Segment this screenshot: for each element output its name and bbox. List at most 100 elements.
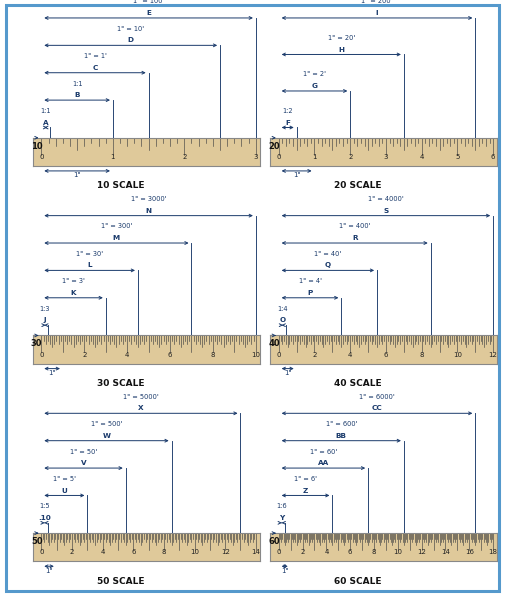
- Text: 8: 8: [420, 352, 424, 358]
- Text: .10: .10: [38, 515, 51, 521]
- Text: P: P: [308, 290, 313, 296]
- Text: 1" = 100': 1" = 100': [133, 0, 164, 4]
- Text: 18: 18: [489, 550, 497, 555]
- Text: 20 SCALE: 20 SCALE: [334, 181, 382, 190]
- Text: 6: 6: [168, 352, 172, 358]
- Text: 5: 5: [455, 154, 460, 160]
- Text: 1:1: 1:1: [40, 108, 51, 114]
- Text: 1" = 400': 1" = 400': [339, 224, 371, 229]
- Text: 12: 12: [489, 352, 497, 358]
- Text: 6: 6: [491, 154, 495, 160]
- Text: 10 SCALE: 10 SCALE: [97, 181, 144, 190]
- Text: C: C: [92, 65, 97, 71]
- Text: 4: 4: [420, 154, 424, 160]
- Text: 6: 6: [131, 550, 135, 555]
- Text: 60: 60: [268, 537, 280, 546]
- Text: 1" = 4': 1" = 4': [298, 278, 322, 284]
- Text: 60 SCALE: 60 SCALE: [334, 576, 382, 586]
- Text: V: V: [81, 460, 86, 466]
- Text: Q: Q: [325, 262, 331, 268]
- Text: 3: 3: [254, 154, 258, 160]
- Text: 1" = 6000': 1" = 6000': [359, 394, 395, 400]
- Text: 20: 20: [268, 142, 280, 151]
- Text: 2: 2: [82, 352, 86, 358]
- Text: 8: 8: [211, 352, 215, 358]
- Text: 8: 8: [372, 550, 376, 555]
- Text: 1" = 300': 1" = 300': [101, 224, 132, 229]
- Text: 1" = 60': 1" = 60': [310, 449, 337, 455]
- Text: 1:5: 1:5: [39, 503, 50, 510]
- Text: 1" = 20': 1" = 20': [328, 35, 355, 41]
- Text: D: D: [128, 38, 134, 44]
- Text: 1:6: 1:6: [276, 503, 287, 510]
- Text: 16: 16: [465, 550, 474, 555]
- Text: J: J: [43, 317, 46, 323]
- Text: 10: 10: [251, 352, 260, 358]
- Text: 12: 12: [417, 550, 426, 555]
- Text: 1" = 40': 1" = 40': [314, 251, 341, 257]
- Text: 6: 6: [348, 550, 352, 555]
- Text: H: H: [338, 46, 344, 52]
- Text: 1" = 5000': 1" = 5000': [123, 394, 159, 400]
- Text: 10: 10: [190, 550, 199, 555]
- Text: M: M: [113, 235, 120, 241]
- Text: 1" = 500': 1" = 500': [91, 421, 122, 427]
- Text: 6: 6: [384, 352, 388, 358]
- Text: AA: AA: [318, 460, 329, 466]
- Text: 1" = 600': 1" = 600': [326, 421, 357, 427]
- Text: 1: 1: [111, 154, 115, 160]
- Text: L: L: [87, 262, 92, 268]
- Text: 14: 14: [251, 550, 260, 555]
- Text: 10: 10: [31, 142, 42, 151]
- Text: 1" = 6': 1" = 6': [294, 476, 317, 482]
- Text: 1": 1": [45, 567, 53, 573]
- Text: 0: 0: [277, 550, 281, 555]
- Text: 1" = 30': 1" = 30': [76, 251, 103, 257]
- Text: K: K: [71, 290, 76, 296]
- Text: 1" = 3': 1" = 3': [62, 278, 85, 284]
- Text: 0: 0: [277, 154, 281, 160]
- Text: 2: 2: [300, 550, 305, 555]
- Text: 8: 8: [162, 550, 166, 555]
- Text: F: F: [285, 120, 290, 126]
- Text: 10: 10: [393, 550, 402, 555]
- Text: 10: 10: [453, 352, 462, 358]
- Text: G: G: [312, 83, 318, 89]
- Text: A: A: [43, 120, 48, 126]
- Text: 2: 2: [348, 154, 352, 160]
- Text: 2: 2: [70, 550, 74, 555]
- Text: 1" = 1': 1" = 1': [83, 53, 107, 59]
- Text: S: S: [383, 207, 388, 214]
- Text: 40 SCALE: 40 SCALE: [334, 379, 382, 388]
- Text: 12: 12: [221, 550, 230, 555]
- Text: 1" = 3000': 1" = 3000': [131, 196, 167, 202]
- Text: 3: 3: [384, 154, 388, 160]
- Text: 14: 14: [441, 550, 450, 555]
- Text: 1" = 10': 1" = 10': [117, 26, 144, 32]
- Text: 0: 0: [39, 352, 43, 358]
- Text: E: E: [146, 10, 151, 16]
- Text: 4: 4: [125, 352, 129, 358]
- Text: 1": 1": [293, 172, 300, 178]
- Text: Z: Z: [303, 488, 308, 493]
- Text: 40: 40: [268, 340, 280, 349]
- Text: N: N: [145, 207, 152, 214]
- Text: 1": 1": [48, 370, 56, 376]
- Text: 1:3: 1:3: [40, 306, 50, 312]
- Text: 1": 1": [73, 172, 81, 178]
- Text: U: U: [62, 488, 67, 493]
- Text: 30: 30: [31, 340, 42, 349]
- Text: CC: CC: [372, 405, 382, 411]
- Text: 1" = 50': 1" = 50': [70, 449, 97, 455]
- Text: 1": 1": [281, 567, 288, 573]
- Text: 4: 4: [348, 352, 352, 358]
- Text: X: X: [138, 405, 144, 411]
- Text: BB: BB: [336, 433, 347, 439]
- Text: 1:2: 1:2: [282, 108, 293, 114]
- Text: 2: 2: [312, 352, 317, 358]
- Text: B: B: [74, 92, 80, 98]
- Text: 4: 4: [324, 550, 329, 555]
- Text: 2: 2: [182, 154, 186, 160]
- Text: I: I: [376, 10, 378, 16]
- Text: 4: 4: [100, 550, 105, 555]
